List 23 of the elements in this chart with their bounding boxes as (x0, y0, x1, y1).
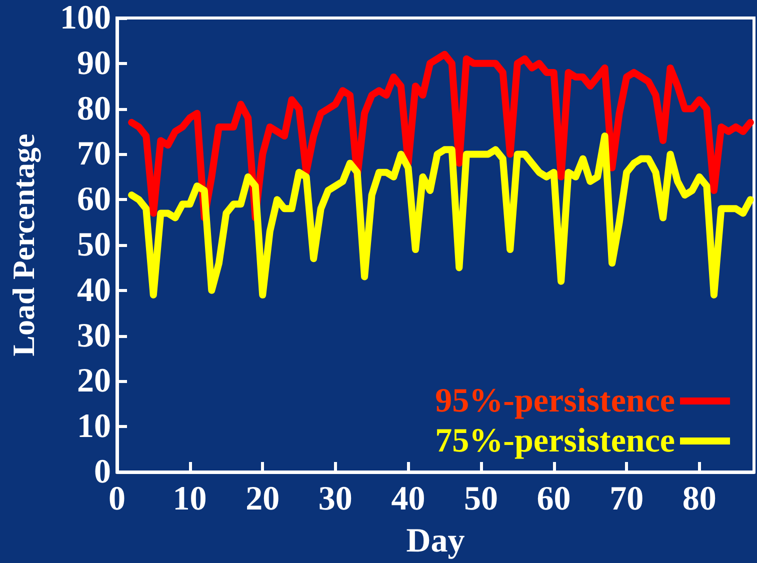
x-tick-label: 70 (610, 480, 644, 518)
y-tick-label: 50 (77, 226, 111, 264)
y-tick-label: 60 (77, 181, 111, 218)
y-tick-label: 20 (77, 362, 111, 400)
x-tick-label: 80 (682, 480, 716, 518)
y-tick-label: 10 (77, 408, 111, 446)
legend-label: 75%-persistence (435, 422, 675, 460)
y-tick-label: 0 (94, 454, 111, 490)
y-tick-label: 70 (77, 136, 111, 173)
y-tick-label: 30 (77, 317, 111, 354)
x-tick-label: 10 (172, 480, 207, 518)
x-tick-label: 50 (464, 480, 498, 518)
y-tick-label: 100 (60, 0, 111, 36)
x-tick-label: 40 (391, 480, 426, 518)
x-tick-label: 20 (246, 480, 280, 518)
y-axis-title: Load Percentage (6, 134, 41, 356)
y-tick-label: 80 (77, 90, 111, 128)
legend-label: 95%-persistence (435, 382, 675, 420)
y-tick-label: 90 (77, 44, 111, 82)
x-tick-label: 30 (318, 480, 352, 518)
y-tick-label: 40 (77, 272, 111, 309)
x-axis-title: Day (406, 522, 465, 560)
x-tick-label: 60 (536, 480, 571, 518)
